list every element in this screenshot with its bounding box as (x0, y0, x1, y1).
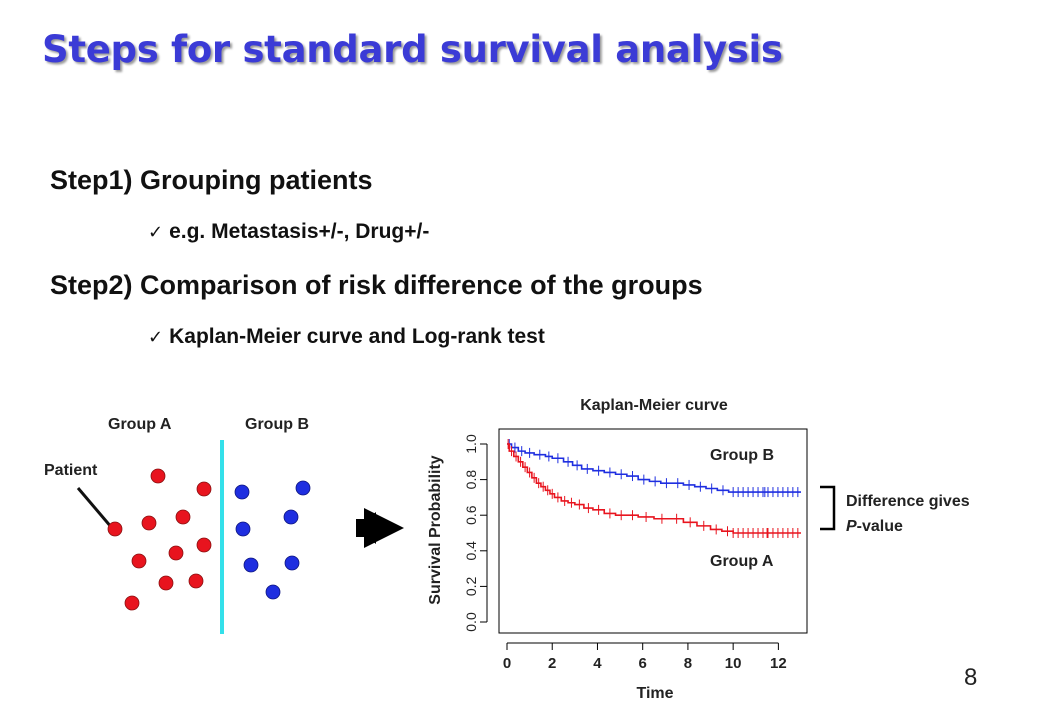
group-a-label: Group A (108, 416, 172, 433)
patient-dot (141, 515, 157, 531)
difference-annotation-line2: P-value (846, 518, 903, 535)
series-lines (507, 439, 801, 538)
step2-bullet: ✓ Kaplan-Meier curve and Log-rank test (148, 325, 545, 349)
group-b-label: Group B (245, 416, 309, 433)
censor-marks (507, 439, 799, 538)
patient-label: Patient (44, 462, 98, 479)
checkmark-icon: ✓ (148, 221, 164, 243)
slide-title: Steps for standard survival analysis (42, 28, 783, 71)
patient-dot (158, 575, 174, 591)
x-tick-label: 0 (503, 655, 511, 672)
arrow-right-icon (356, 512, 386, 544)
patient-dot (188, 573, 204, 589)
x-tick-label: 8 (684, 655, 692, 672)
p-italic: P (846, 518, 857, 535)
checkmark-icon: ✓ (148, 326, 164, 348)
patient-dot (234, 484, 250, 500)
patient-dot (175, 509, 191, 525)
arrow-tail (356, 519, 366, 537)
y-tick-label: 0.2 (463, 576, 479, 596)
axes: 0.0 0.2 0.4 0.6 0.8 1.0 0 2 4 6 8 10 12 (463, 434, 787, 672)
arrow-head-icon (364, 508, 404, 548)
step2-bullet-text: Kaplan-Meier curve and Log-rank test (169, 325, 545, 348)
difference-annotation-line1: Difference gives (846, 493, 970, 510)
patient-dot (168, 545, 184, 561)
x-tick-label: 10 (725, 655, 742, 672)
x-tick-label: 12 (770, 655, 787, 672)
y-tick-label: 1.0 (463, 434, 479, 454)
x-axis-label: Time (636, 685, 673, 702)
series-label-group-b: Group B (710, 447, 774, 464)
group-a-dots (107, 468, 212, 611)
patient-dot (265, 584, 281, 600)
series-label-group-a: Group A (710, 553, 774, 570)
patient-dot (150, 468, 166, 484)
y-tick-label: 0.8 (463, 470, 479, 490)
step1-heading: Step1) Grouping patients (50, 165, 373, 195)
chart-title: Kaplan-Meier curve (580, 397, 728, 414)
patient-pointer-line (76, 487, 114, 529)
patient-dot (196, 481, 212, 497)
y-tick-label: 0.4 (463, 541, 479, 561)
patient-dot (235, 521, 251, 537)
plot-frame (498, 428, 808, 634)
patient-dot (131, 553, 147, 569)
x-tick-label: 4 (593, 655, 602, 672)
y-tick-label: 0.0 (463, 612, 479, 632)
x-tick-label: 6 (639, 655, 647, 672)
patient-dot (243, 557, 259, 573)
km-curve-group-b (507, 443, 801, 493)
x-tick-label: 2 (548, 655, 556, 672)
patient-dot (196, 537, 212, 553)
step1-bullet-text: e.g. Metastasis+/-, Drug+/- (169, 220, 430, 243)
patient-dot (124, 595, 140, 611)
patient-dot (295, 480, 311, 496)
y-axis-label: Survival Probability (427, 455, 444, 604)
step1-bullet: ✓ e.g. Metastasis+/-, Drug+/- (148, 220, 429, 244)
km-curve-group-a (507, 443, 801, 534)
step2-heading: Step2) Comparison of risk difference of … (50, 270, 703, 300)
page-number: 8 (964, 664, 978, 691)
patient-dot (107, 521, 123, 537)
censor-marks (508, 439, 799, 498)
patient-dot (284, 555, 300, 571)
group-b-dots (234, 480, 311, 600)
patient-dot (283, 509, 299, 525)
difference-bracket (820, 485, 836, 531)
p-value-rest: -value (857, 518, 903, 535)
y-tick-label: 0.6 (463, 505, 479, 525)
